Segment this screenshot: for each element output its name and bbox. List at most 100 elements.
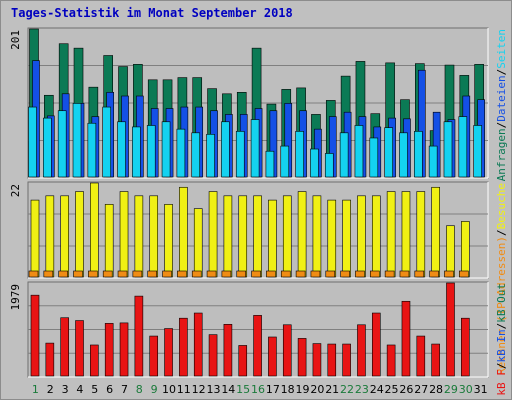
bar-seiten-day-5: [87, 122, 97, 178]
bar-seiten-day-10: [161, 121, 171, 178]
chart-panel-2: 22: [9, 181, 489, 279]
bar-rechner-day-2: [43, 270, 54, 278]
x-tick-label-day-26: 26: [399, 383, 413, 396]
x-tick-label-day-14: 14: [221, 383, 235, 396]
y-max-label: 22: [9, 184, 22, 197]
bar-rechner-day-28: [429, 270, 439, 278]
bar-kbf-day-3: [60, 317, 69, 377]
bar-rechner-day-9: [147, 270, 158, 278]
y-max-label: 201: [9, 30, 22, 50]
bar-kbf-day-16: [253, 315, 262, 377]
bar-besuche-day-13: [208, 191, 218, 278]
bar-rechner-day-7: [117, 270, 128, 278]
bar-seiten-day-22: [339, 132, 349, 178]
x-tick-label-day-28: 28: [429, 383, 443, 396]
legend-entry: kB F: [495, 369, 508, 396]
x-tick-label-day-15: 15: [236, 383, 250, 396]
bar-kbf-day-18: [282, 324, 292, 377]
x-tick-label-day-22: 22: [340, 383, 354, 396]
bar-besuche-day-1: [30, 199, 40, 278]
bar-seiten-day-14: [221, 121, 230, 178]
bar-kbf-day-29: [446, 282, 455, 377]
bar-kbf-day-30: [461, 317, 470, 377]
bar-kbf-day-8: [134, 295, 144, 377]
bar-besuche-day-14: [223, 195, 233, 278]
bar-besuche-day-30: [461, 221, 470, 278]
bar-rechner-day-24: [369, 270, 380, 278]
x-tick-label-day-4: 4: [76, 383, 83, 396]
bar-rechner-day-3: [58, 270, 68, 278]
bar-seiten-day-31: [473, 125, 482, 178]
legend-entry: Seiten: [495, 29, 508, 69]
bar-kbf-day-13: [208, 334, 218, 377]
bar-seiten-day-8: [132, 126, 141, 178]
bar-rechner-day-19: [295, 270, 306, 278]
bar-kbf-day-23: [357, 324, 366, 377]
bar-besuche-day-16: [253, 195, 262, 278]
bar-kbf-day-4: [75, 320, 84, 377]
bar-rechner-day-8: [132, 270, 143, 278]
x-tick-label-day-13: 13: [206, 383, 220, 396]
legend-entry: Anfragen: [495, 128, 508, 181]
x-tick-label-day-30: 30: [459, 383, 473, 396]
bar-seiten-day-2: [43, 117, 52, 178]
x-tick-label-day-16: 16: [251, 383, 265, 396]
bar-seiten-day-4: [72, 103, 82, 178]
bar-seiten-day-30: [458, 116, 468, 178]
bar-rechner-day-11: [177, 270, 187, 278]
bar-rechner-day-12: [191, 270, 202, 278]
bar-kbf-day-10: [164, 328, 173, 377]
bar-kbf-day-28: [431, 343, 440, 377]
bar-rechner-day-23: [355, 270, 365, 278]
legend-panel-2: Rechner (IP-Adressen)/Besuche: [495, 183, 508, 375]
x-tick-label-day-31: 31: [474, 383, 488, 396]
x-tick-label-day-23: 23: [355, 383, 369, 396]
bar-kbf-day-24: [371, 312, 381, 377]
bar-rechner-day-6: [102, 270, 113, 278]
bar-besuche-day-15: [238, 195, 248, 278]
chart-panel-3: 1979: [9, 281, 489, 378]
bar-besuche-day-2: [45, 195, 55, 278]
bar-seiten-day-3: [57, 110, 67, 178]
bar-besuche-day-27: [416, 191, 426, 278]
bar-seiten-day-21: [324, 153, 334, 178]
legend-panel-1: Anfragen/Dateien/Seiten: [495, 29, 508, 181]
bar-besuche-day-28: [431, 186, 440, 278]
legend-entry: /: [495, 122, 508, 129]
page-title: Tages-Statistik im Monat September 2018: [11, 6, 293, 20]
bar-rechner-day-15: [236, 270, 247, 278]
bar-seiten-day-25: [384, 127, 393, 178]
bar-rechner-day-13: [206, 270, 217, 278]
bar-besuche-day-20: [312, 195, 322, 278]
bar-besuche-day-7: [119, 191, 129, 278]
x-tick-label-day-1: 1: [32, 383, 39, 396]
bar-seiten-day-24: [369, 137, 379, 178]
x-tick-label-day-9: 9: [151, 383, 158, 396]
bar-seiten-day-23: [354, 125, 364, 178]
bar-besuche-day-8: [134, 195, 144, 278]
legend-panel-3: kB F/kB In/kB Out: [495, 283, 508, 396]
bar-seiten-day-9: [146, 125, 156, 178]
bar-seiten-day-1: [28, 106, 37, 178]
bar-seiten-day-13: [206, 133, 215, 178]
bar-kbf-day-9: [149, 335, 159, 377]
legend-entry: /: [495, 69, 508, 76]
bar-rechner-day-29: [444, 270, 454, 278]
x-tick-label-day-21: 21: [325, 383, 339, 396]
bar-kbf-day-5: [90, 344, 99, 377]
bar-seiten-day-20: [310, 148, 319, 178]
x-tick-label-day-27: 27: [414, 383, 428, 396]
bar-besuche-day-11: [179, 186, 188, 278]
bar-besuche-day-21: [327, 199, 337, 278]
bar-seiten-day-11: [176, 128, 186, 178]
bar-kbf-day-15: [238, 345, 248, 377]
bar-besuche-day-18: [282, 195, 292, 278]
bar-rechner-day-20: [310, 270, 321, 278]
bar-rechner-day-26: [399, 270, 410, 278]
x-tick-label-day-24: 24: [370, 383, 384, 396]
bar-besuche-day-22: [342, 199, 351, 278]
x-tick-label-day-18: 18: [281, 383, 295, 396]
legend-entry: kB Out: [495, 283, 508, 323]
